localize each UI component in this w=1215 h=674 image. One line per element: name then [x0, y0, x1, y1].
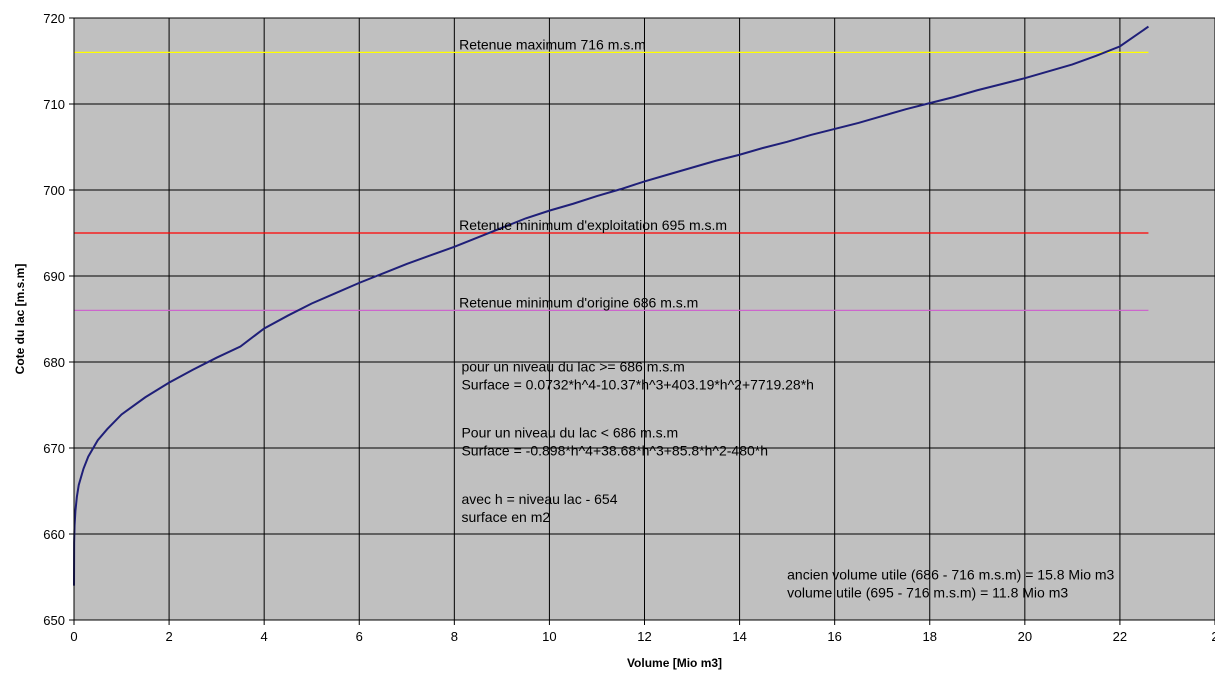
reference-lines — [74, 51, 1149, 311]
x-tick-label: 4 — [261, 629, 268, 644]
annotation-text: Surface = -0.898*h^4+38.68*h^3+85.8*h^2-… — [461, 443, 768, 459]
x-tick-label: 20 — [1018, 629, 1032, 644]
annotation-text: surface en m2 — [461, 509, 550, 525]
volume-curve — [73, 25, 1150, 586]
y-tick-label: 690 — [43, 269, 65, 284]
reference-labels: Retenue maximum 716 m.s.m Retenue minimum… — [459, 36, 727, 310]
annotation-text: volume utile (695 - 716 m.s.m) = 11.8 Mi… — [787, 585, 1068, 601]
annotation-text: Pour un niveau du lac < 686 m.s.m — [461, 425, 678, 441]
y-tick-label: 700 — [43, 183, 65, 198]
x-tick-label: 10 — [542, 629, 556, 644]
reference-line-label: Retenue maximum 716 m.s.m — [459, 36, 646, 52]
reference-line-label: Retenue minimum d'exploitation 695 m.s.m — [459, 217, 727, 233]
x-tick-label: 8 — [451, 629, 458, 644]
y-axis-title: Cote du lac [m.s.m] — [13, 264, 27, 375]
y-axis-ticks: 650 660 670 680 690 700 710 720 — [43, 11, 74, 628]
x-axis-title: Volume [Mio m3] — [627, 656, 722, 670]
y-tick-label: 720 — [43, 11, 65, 26]
x-tick-label: 18 — [923, 629, 937, 644]
x-tick-label: 2 — [165, 629, 172, 644]
y-tick-label: 660 — [43, 527, 65, 542]
annotation-text: Surface = 0.0732*h^4-10.37*h^3+403.19*h^… — [461, 377, 814, 393]
x-tick-label: 6 — [356, 629, 363, 644]
x-tick-label: 12 — [637, 629, 651, 644]
annotation-text: pour un niveau du lac >= 686 m.s.m — [461, 358, 684, 374]
x-tick-label: 22 — [1113, 629, 1127, 644]
y-tick-label: 670 — [43, 441, 65, 456]
x-tick-label: 16 — [827, 629, 841, 644]
y-tick-label: 680 — [43, 355, 65, 370]
y-tick-label: 710 — [43, 97, 65, 112]
y-tick-label: 650 — [43, 613, 65, 628]
x-tick-label: 14 — [732, 629, 746, 644]
x-tick-label: 0 — [70, 629, 77, 644]
annotation-text: ancien volume utile (686 - 716 m.s.m) = … — [787, 567, 1114, 583]
reference-line-label: Retenue minimum d'origine 686 m.s.m — [459, 294, 698, 310]
annotations: pour un niveau du lac >= 686 m.s.m Surfac… — [461, 358, 1114, 600]
x-tick-label: 2 — [1211, 629, 1215, 644]
x-axis-ticks: 02468101214161820222 — [70, 620, 1215, 644]
annotation-text: avec h = niveau lac - 654 — [461, 491, 617, 507]
